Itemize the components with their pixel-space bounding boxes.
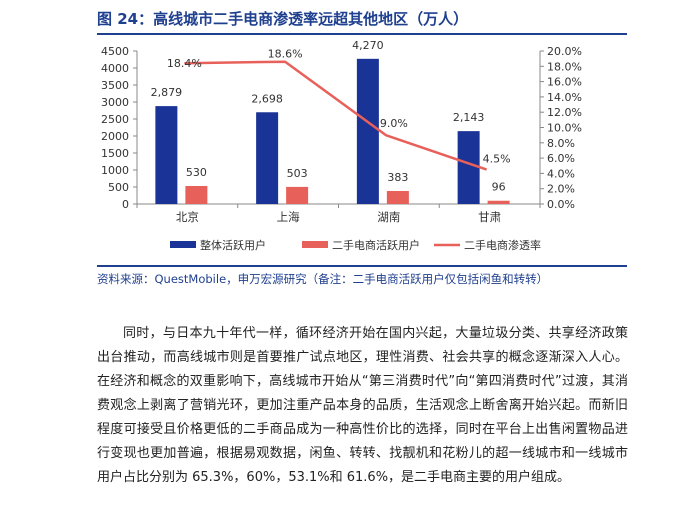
bar-total-users (457, 131, 480, 204)
right-axis-tick-label: 10.0% (547, 122, 582, 135)
bar-data-label: 503 (287, 167, 308, 180)
bar-second-hand-users (487, 200, 510, 204)
x-axis-tick-label: 甘肃 (478, 210, 501, 224)
right-axis-tick-label: 14.0% (547, 91, 582, 104)
legend-label: 整体活跃用户 (200, 238, 266, 252)
right-axis-tick-label: 8.0% (547, 137, 575, 150)
line-data-label: 9.0% (380, 117, 408, 130)
line-data-label: 4.5% (483, 153, 511, 166)
right-axis-tick-label: 20.0% (547, 45, 582, 58)
bar-data-label: 4,270 (352, 39, 384, 52)
bar-second-hand-users (286, 186, 309, 204)
bar-total-users (155, 106, 178, 204)
left-axis-tick-label: 500 (108, 181, 129, 194)
left-axis-tick-label: 2000 (101, 130, 129, 143)
x-axis-tick-label: 北京 (176, 210, 199, 224)
line-data-label: 18.4% (167, 57, 202, 70)
left-axis-tick-label: 1000 (101, 164, 129, 177)
right-axis-tick-label: 6.0% (547, 152, 575, 165)
bar-total-users (256, 112, 279, 204)
legend-label: 二手电商活跃用户 (332, 238, 420, 252)
bar-data-label: 530 (186, 166, 207, 179)
right-axis-tick-label: 4.0% (547, 167, 575, 180)
bar-second-hand-users (386, 190, 409, 204)
right-axis-tick-label: 0.0% (547, 198, 575, 211)
right-axis-tick-label: 16.0% (547, 76, 582, 89)
bar-data-label: 2,698 (251, 92, 283, 105)
left-axis-tick-label: 0 (122, 198, 129, 211)
x-axis-tick-label: 上海 (277, 210, 300, 224)
line-data-label: 18.6% (268, 48, 303, 61)
x-axis-tick-label: 湖南 (377, 210, 400, 224)
left-axis-tick-label: 2500 (101, 113, 129, 126)
bar-data-label: 2,879 (151, 86, 183, 99)
source-note: 资料来源：QuestMobile，申万宏源研究（备注：二手电商活跃用户仅包括闲鱼… (97, 272, 549, 286)
title-divider (97, 33, 627, 35)
bar-data-label: 96 (492, 181, 506, 194)
body-paragraph: 同时，与日本九十年代一样，循环经济开始在国内兴起，大量垃圾分类、共享经济政策出台… (97, 326, 628, 485)
source-divider (97, 265, 627, 267)
bar-data-label: 383 (387, 171, 408, 184)
right-axis-tick-label: 12.0% (547, 106, 582, 119)
left-axis-tick-label: 3500 (101, 79, 129, 92)
bar-total-users (356, 58, 379, 204)
left-axis-tick-label: 1500 (101, 147, 129, 160)
left-axis-tick-label: 3000 (101, 96, 129, 109)
combo-chart: 0 500 1000 1500 2000 2500 3000 3500 4000 4500 0.0%… (101, 39, 582, 252)
left-axis-tick-label: 4000 (101, 62, 129, 75)
legend-swatch-0 (170, 241, 196, 248)
right-axis-tick-label: 18.0% (547, 60, 582, 73)
bar-data-label: 2,143 (453, 111, 485, 124)
legend-swatch-1 (302, 241, 328, 248)
bar-second-hand-users (185, 185, 208, 204)
legend-label: 二手电商渗透率 (464, 238, 541, 252)
figure-title: 图 24：高线城市二手电商渗透率远超其他地区（万人） (97, 10, 469, 28)
right-axis-tick-label: 2.0% (547, 183, 575, 196)
penetration-rate-line (184, 60, 488, 171)
left-axis-tick-label: 4500 (101, 45, 129, 58)
